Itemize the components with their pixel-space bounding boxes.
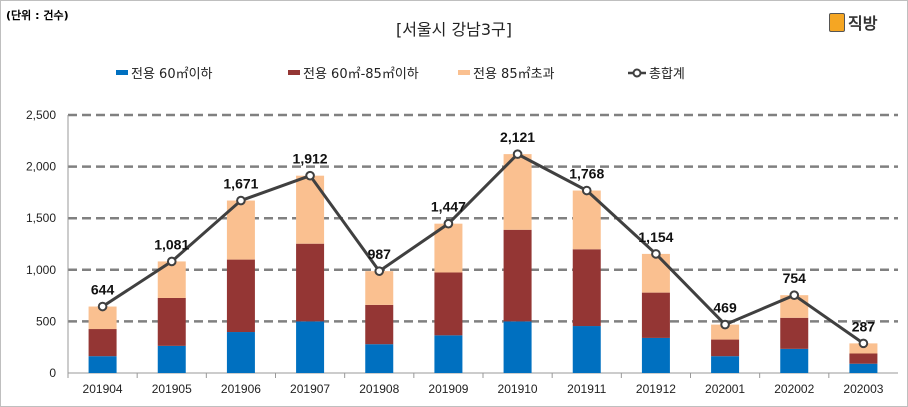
bar-segment <box>503 321 532 373</box>
legend-item-total: 총합계 <box>628 63 685 82</box>
bar-segment <box>434 272 463 336</box>
bar-segment <box>711 339 740 357</box>
bar-segment <box>711 356 740 373</box>
bar-segment <box>434 335 463 373</box>
bar-segment <box>641 292 670 338</box>
y-tick-label: 2,000 <box>26 160 56 174</box>
data-label: 1,671 <box>223 176 258 192</box>
data-label: 469 <box>713 300 737 316</box>
bar-segment <box>88 356 117 373</box>
bar-segment <box>296 321 325 373</box>
bar-segment <box>365 344 394 373</box>
total-point <box>97 301 108 312</box>
brand-name: 직방 <box>848 14 878 33</box>
x-tick-label: 201907 <box>290 382 330 396</box>
y-tick-label: 0 <box>49 366 56 380</box>
data-label: 287 <box>852 318 876 334</box>
x-tick-label: 201911 <box>567 382 606 396</box>
legend-label: 총합계 <box>649 67 685 82</box>
total-line <box>101 152 865 345</box>
bar-segment <box>296 243 325 322</box>
total-point <box>512 149 523 159</box>
x-tick-label: 201910 <box>498 382 538 396</box>
bar-segment <box>88 306 117 330</box>
bar-segment <box>849 353 878 364</box>
x-tick-label: 202002 <box>774 382 814 396</box>
unit-label: (단위 : 건수) <box>6 9 69 22</box>
bar-segment <box>226 259 255 333</box>
x-tick-label: 201904 <box>83 382 123 396</box>
bar-segment <box>849 363 878 373</box>
bar-segment <box>572 326 601 373</box>
bar-segment <box>641 337 670 373</box>
bar-segment <box>226 332 255 373</box>
legend: 전용 60㎡이하 전용 60㎡-85㎡이하 전용 85㎡초과 총합계 <box>0 63 908 83</box>
brand-logo: 직방 <box>829 10 877 34</box>
bar-segment <box>711 324 740 340</box>
data-label: 987 <box>368 246 392 262</box>
data-label: 1,081 <box>154 236 189 252</box>
total-point <box>443 218 454 229</box>
total-point <box>720 319 730 330</box>
y-tick-label: 1,000 <box>26 263 56 277</box>
bar-segment <box>503 154 532 230</box>
bar-segment <box>365 271 394 305</box>
y-tick-label: 2,500 <box>26 108 56 122</box>
bar-segment <box>641 253 670 293</box>
data-label: 754 <box>783 270 807 286</box>
legend-item-medium: 전용 60㎡-85㎡이하 <box>288 63 419 82</box>
total-point <box>858 338 869 349</box>
legend-item-large: 전용 85㎡초과 <box>458 63 555 82</box>
total-point <box>374 266 385 276</box>
total-point <box>651 249 661 259</box>
x-tick-label: 201906 <box>221 382 261 396</box>
bar-segment <box>157 345 186 373</box>
legend-label: 전용 60㎡이하 <box>131 67 213 82</box>
total-point <box>789 290 800 300</box>
legend-item-small: 전용 60㎡이하 <box>116 63 213 82</box>
house-icon <box>829 12 845 32</box>
bar-segment <box>88 329 117 357</box>
bar-segment <box>157 297 186 346</box>
data-label: 2,121 <box>500 129 535 145</box>
chart-title: [서울시 강남3구] <box>395 20 513 39</box>
bar-segment <box>780 317 809 349</box>
legend-label: 전용 60㎡-85㎡이하 <box>303 67 419 82</box>
total-point <box>581 185 592 196</box>
x-tick-label: 201905 <box>152 382 192 396</box>
y-tick-label: 1,500 <box>26 211 56 225</box>
total-point <box>166 256 177 267</box>
x-tick-label: 201909 <box>428 382 468 396</box>
total-point <box>236 195 246 206</box>
legend-label: 전용 85㎡초과 <box>473 67 555 82</box>
data-label: 1,154 <box>638 229 673 245</box>
bar-segment <box>365 304 394 345</box>
legend-swatch <box>288 70 300 75</box>
line-marker-icon <box>628 68 646 77</box>
bar-segment <box>780 348 809 373</box>
data-label: 1,768 <box>569 166 604 182</box>
x-tick-label: 202001 <box>705 382 745 396</box>
legend-swatch <box>116 70 128 75</box>
bar-segment <box>849 343 878 354</box>
bar-segment <box>296 175 325 244</box>
bar-segment <box>572 249 601 327</box>
y-tick-label: 500 <box>36 314 56 328</box>
bar-segment <box>503 229 532 322</box>
x-tick-label: 201912 <box>636 382 676 396</box>
x-tick-label: 202003 <box>843 382 883 396</box>
total-point <box>305 170 315 181</box>
data-label: 1,912 <box>293 151 328 167</box>
x-tick-label: 201908 <box>359 382 399 396</box>
data-label: 1,447 <box>431 199 466 215</box>
legend-swatch <box>458 70 470 75</box>
data-label: 644 <box>91 282 115 298</box>
